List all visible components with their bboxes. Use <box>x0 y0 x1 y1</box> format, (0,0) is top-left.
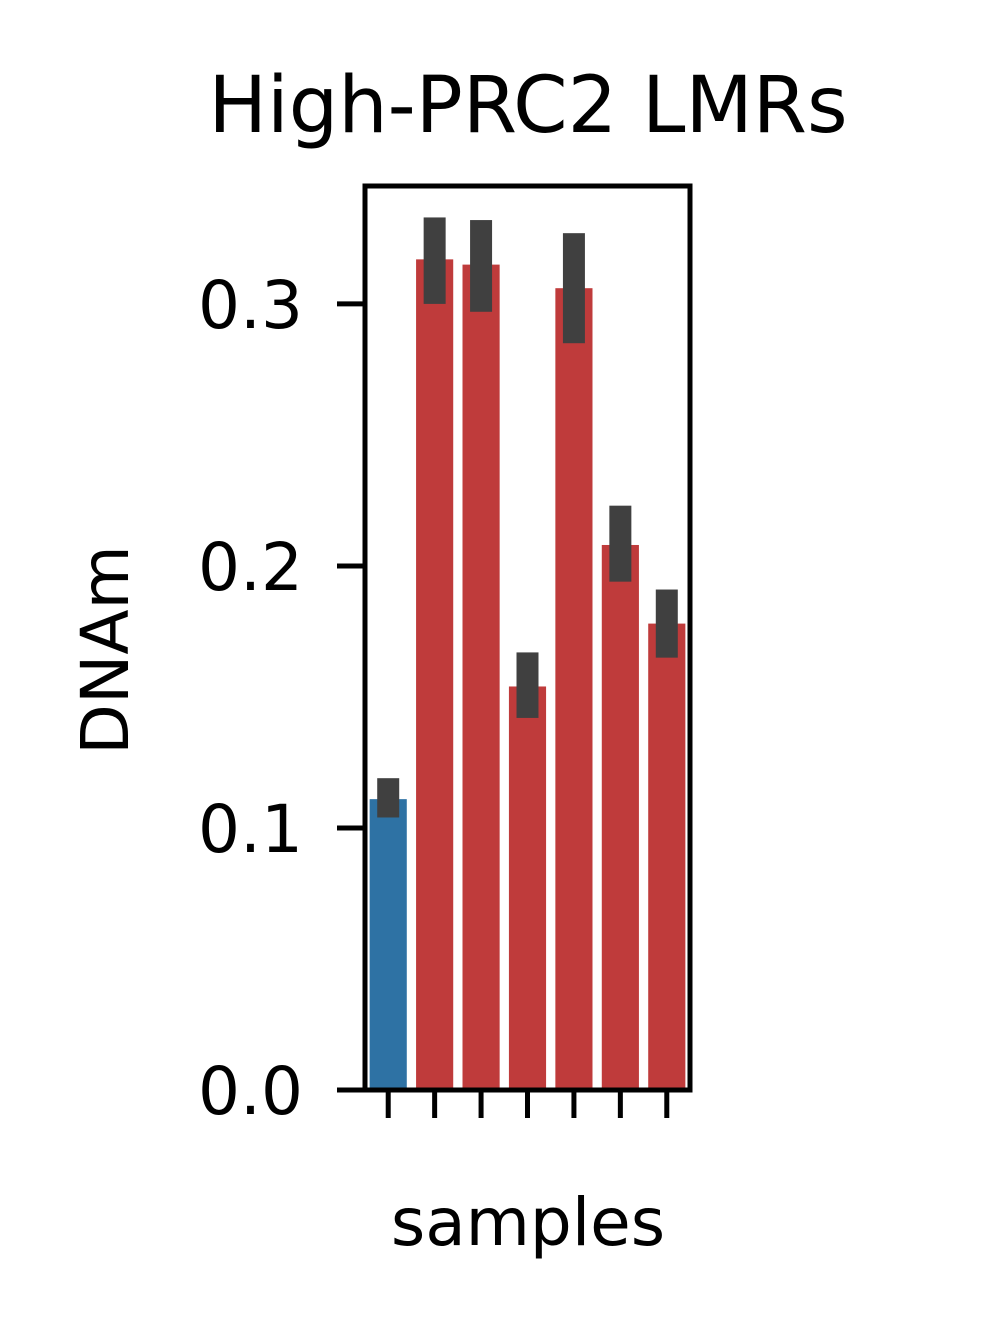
error-bar-5 <box>562 233 585 344</box>
error-bar-4 <box>516 652 539 718</box>
bar-6 <box>601 544 639 1090</box>
y-tick-label-2: 0.2 <box>198 529 303 606</box>
bar-1 <box>369 799 407 1090</box>
y-axis-label: DNAm <box>67 545 144 755</box>
y-tick-label-0: 0.0 <box>198 1053 303 1130</box>
error-bar-3 <box>470 220 493 312</box>
chart-title: High-PRC2 LMRs <box>208 61 847 151</box>
error-bar-6 <box>609 505 632 582</box>
bar-2 <box>416 259 454 1090</box>
bar-3 <box>462 264 500 1090</box>
y-tick-label-1: 0.1 <box>198 791 303 868</box>
error-bar-1 <box>377 778 400 818</box>
bar-7 <box>648 623 686 1090</box>
plot-frame <box>362 183 693 1093</box>
error-bar-7 <box>655 589 678 658</box>
error-bar-2 <box>423 217 446 304</box>
error-bars-layer <box>377 217 678 818</box>
bar-4 <box>508 686 547 1090</box>
x-axis-label: samples <box>391 1184 665 1261</box>
bars-layer <box>369 259 686 1091</box>
y-ticks-layer: 0.0 0.1 0.2 0.3 <box>198 267 365 1130</box>
y-tick-label-3: 0.3 <box>198 267 303 344</box>
bar-5 <box>555 288 593 1091</box>
x-ticks-layer <box>385 1090 670 1118</box>
